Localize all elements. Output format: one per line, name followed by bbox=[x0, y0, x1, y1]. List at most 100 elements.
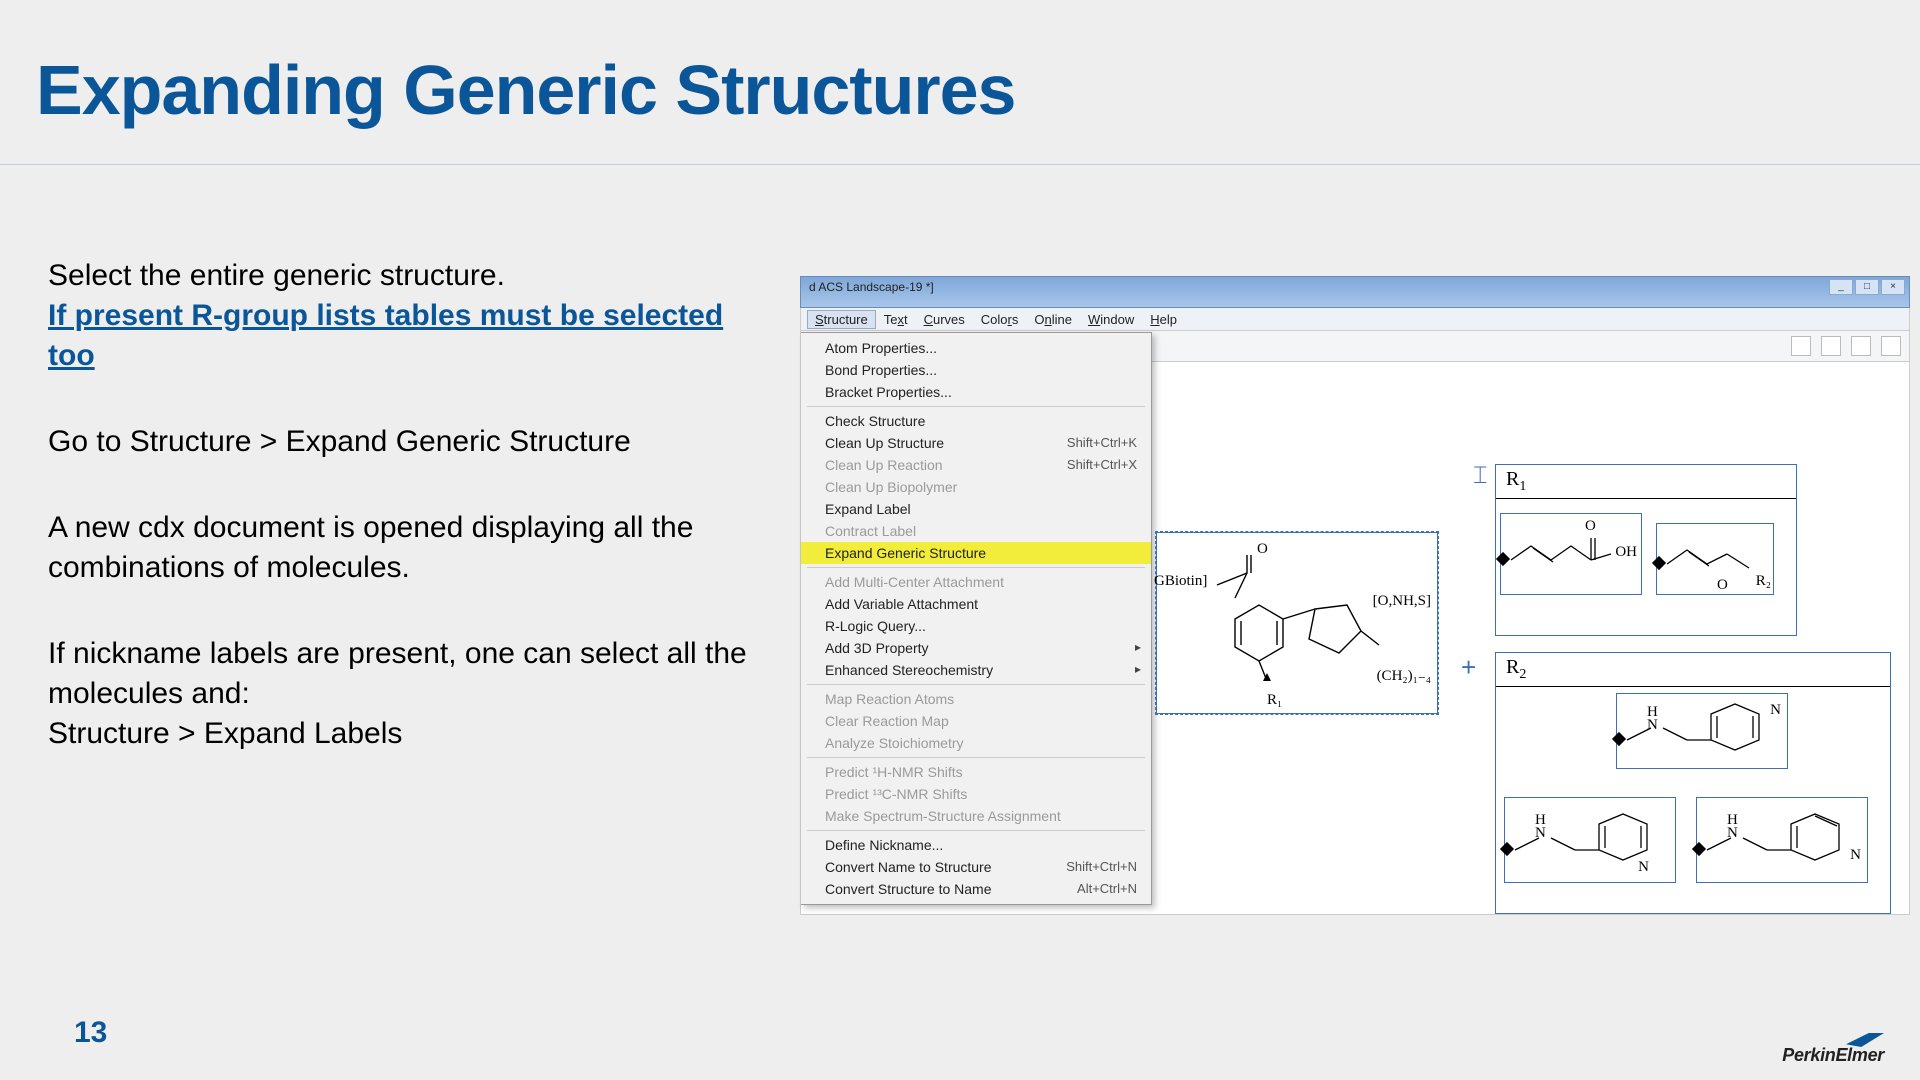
r1-table[interactable]: R1 O OH bbox=[1495, 464, 1797, 636]
window-buttons: _ □ × bbox=[1829, 279, 1905, 295]
window-title: d ACS Landscape-19 *] bbox=[809, 280, 934, 294]
menu-separator bbox=[807, 684, 1145, 685]
menu-item[interactable]: Clean Up StructureShift+Ctrl+K bbox=[801, 432, 1151, 454]
menu-item: Add Multi-Center Attachment bbox=[801, 571, 1151, 593]
menu-colors[interactable]: Colors bbox=[973, 310, 1027, 329]
atom-O: O bbox=[1257, 541, 1268, 558]
slide-body: Select the entire generic structure. If … bbox=[48, 256, 768, 800]
menu-item: Clean Up ReactionShift+Ctrl+X bbox=[801, 454, 1151, 476]
plus-icon: + bbox=[1461, 652, 1476, 683]
slide-title: Expanding Generic Structures bbox=[36, 50, 1015, 130]
tool-icon[interactable] bbox=[1821, 336, 1841, 356]
atom-N: N bbox=[1850, 847, 1861, 864]
menu-separator bbox=[807, 830, 1145, 831]
menu-item[interactable]: Expand Generic Structure bbox=[801, 542, 1151, 564]
menu-separator bbox=[807, 567, 1145, 568]
para-4a: If nickname labels are present, one can … bbox=[48, 637, 747, 710]
menu-shortcut: Shift+Ctrl+N bbox=[1066, 859, 1137, 874]
atom-HN: HN bbox=[1647, 706, 1658, 732]
r1-cells: O OH O R₂ bbox=[1496, 499, 1796, 641]
atom-N: N bbox=[1638, 859, 1649, 876]
maximize-icon[interactable]: □ bbox=[1855, 279, 1879, 295]
tool-icon[interactable] bbox=[1881, 336, 1901, 356]
pyridine-icon bbox=[1505, 798, 1675, 882]
menu-window[interactable]: Window bbox=[1080, 310, 1142, 329]
menu-shortcut: Alt+Ctrl+N bbox=[1077, 881, 1137, 896]
minimize-icon[interactable]: _ bbox=[1829, 279, 1853, 295]
para-1: Select the entire generic structure. If … bbox=[48, 256, 768, 376]
r2-cells: HN N bbox=[1496, 687, 1890, 921]
r1-label: R₁ bbox=[1267, 692, 1282, 709]
menu-text[interactable]: Text bbox=[876, 310, 916, 329]
menu-item[interactable]: Check Structure bbox=[801, 410, 1151, 432]
r1-header: R1 bbox=[1496, 465, 1796, 499]
brand-logo: PerkinElmer bbox=[1782, 1033, 1884, 1066]
r2-fragment-2[interactable]: HN N bbox=[1504, 797, 1676, 883]
atom-HN: HN bbox=[1535, 814, 1546, 840]
menu-structure[interactable]: Structure bbox=[807, 310, 876, 329]
para-4b: Structure > Expand Labels bbox=[48, 717, 402, 750]
page-number: 13 bbox=[74, 1016, 107, 1050]
menu-item: Predict ¹H-NMR Shifts bbox=[801, 761, 1151, 783]
para-1b: If present R-group lists tables must be … bbox=[48, 299, 723, 372]
menu-item[interactable]: Expand Label bbox=[801, 498, 1151, 520]
menu-help[interactable]: Help bbox=[1142, 310, 1185, 329]
menu-item[interactable]: Convert Name to StructureShift+Ctrl+N bbox=[801, 856, 1151, 878]
tool-icon[interactable] bbox=[1791, 336, 1811, 356]
brand-text: PerkinElmer bbox=[1782, 1045, 1884, 1065]
atom-OH: OH bbox=[1615, 544, 1637, 561]
menu-separator bbox=[807, 757, 1145, 758]
menu-item[interactable]: Convert Structure to NameAlt+Ctrl+N bbox=[801, 878, 1151, 900]
atom-N: N bbox=[1770, 702, 1781, 719]
menu-item: Predict ¹³C-NMR Shifts bbox=[801, 783, 1151, 805]
molecule-skeleton-icon bbox=[1157, 533, 1437, 713]
menu-item: Map Reaction Atoms bbox=[801, 688, 1151, 710]
chemdraw-screenshot: d ACS Landscape-19 *] _ □ × Structure Te… bbox=[800, 276, 1910, 906]
window-titlebar: d ACS Landscape-19 *] _ □ × bbox=[800, 276, 1910, 308]
menu-item[interactable]: Define Nickname... bbox=[801, 834, 1151, 856]
menu-item: Clean Up Biopolymer bbox=[801, 476, 1151, 498]
menu-item[interactable]: Enhanced Stereochemistry bbox=[801, 659, 1151, 681]
atom-HN: HN bbox=[1727, 814, 1738, 840]
para-3: A new cdx document is opened displaying … bbox=[48, 508, 768, 588]
menu-item[interactable]: Atom Properties... bbox=[801, 337, 1151, 359]
menu-separator bbox=[807, 406, 1145, 407]
atom-O: O bbox=[1717, 577, 1728, 594]
atom-list-label: [O,NH,S] bbox=[1373, 593, 1431, 610]
menu-item: Analyze Stoichiometry bbox=[801, 732, 1151, 754]
para-1a: Select the entire generic structure. bbox=[48, 259, 505, 292]
menu-item: Contract Label bbox=[801, 520, 1151, 542]
menubar: Structure Text Curves Colors Online Wind… bbox=[800, 308, 1910, 331]
nickname-label: GBiotin] bbox=[1154, 573, 1207, 590]
tool-icon[interactable] bbox=[1851, 336, 1871, 356]
menu-item[interactable]: R-Logic Query... bbox=[801, 615, 1151, 637]
r2-table[interactable]: R2 bbox=[1495, 652, 1891, 914]
r2-header: R2 bbox=[1496, 653, 1890, 687]
drawing-canvas: Atom Properties...Bond Properties...Brac… bbox=[800, 362, 1910, 915]
menu-item: Clear Reaction Map bbox=[801, 710, 1151, 732]
menu-item[interactable]: Bond Properties... bbox=[801, 359, 1151, 381]
menu-online[interactable]: Online bbox=[1026, 310, 1080, 329]
menu-curves[interactable]: Curves bbox=[916, 310, 973, 329]
menu-shortcut: Shift+Ctrl+K bbox=[1067, 435, 1137, 450]
chain-label: (CH₂)₁₋₄ bbox=[1377, 666, 1431, 685]
pyridine-icon bbox=[1697, 798, 1867, 882]
close-icon[interactable]: × bbox=[1881, 279, 1905, 295]
menu-item[interactable]: Bracket Properties... bbox=[801, 381, 1151, 403]
cursor-icon: ⌶ bbox=[1473, 462, 1487, 490]
menu-item[interactable]: Add 3D Property bbox=[801, 637, 1151, 659]
r1-fragment-2[interactable]: O R₂ bbox=[1656, 523, 1774, 595]
para-4: If nickname labels are present, one can … bbox=[48, 634, 768, 754]
pyridine-icon bbox=[1617, 694, 1787, 768]
generic-structure-box[interactable]: GBiotin] O [O,NH,S] (CH₂)₁₋₄ R₁ bbox=[1156, 532, 1438, 714]
atom-R2: R₂ bbox=[1756, 573, 1771, 590]
r2-fragment-1[interactable]: HN N bbox=[1616, 693, 1788, 769]
r1-fragment-1[interactable]: O OH bbox=[1500, 513, 1642, 595]
menu-shortcut: Shift+Ctrl+X bbox=[1067, 457, 1137, 472]
r2-fragment-3[interactable]: HN N bbox=[1696, 797, 1868, 883]
para-2: Go to Structure > Expand Generic Structu… bbox=[48, 422, 768, 462]
menu-item: Make Spectrum-Structure Assignment bbox=[801, 805, 1151, 827]
menu-item[interactable]: Add Variable Attachment bbox=[801, 593, 1151, 615]
structure-menu-dropdown: Atom Properties...Bond Properties...Brac… bbox=[801, 332, 1152, 905]
title-rule bbox=[0, 164, 1920, 165]
